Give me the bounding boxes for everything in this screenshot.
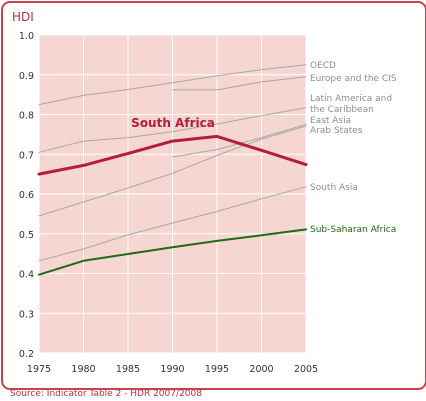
- y-tick-label: 0.8: [19, 111, 34, 122]
- x-tick-label: 1980: [71, 364, 95, 375]
- series-line-south-asia: [38, 186, 307, 262]
- axis-ticks: 0.2 0.3 0.4 0.5 0.6 0.7 0.8 0.9 1.0 1975 1980 1985 1…: [19, 31, 318, 375]
- series-label-latin-america-and: Latin America and: [310, 94, 392, 104]
- y-tick-label: 0.9: [19, 71, 34, 82]
- series-line-sub-saharan-africa: [38, 228, 307, 276]
- y-tick-label: 0.3: [19, 309, 34, 320]
- series-label-east-asia: East Asia: [310, 116, 351, 126]
- y-tick-label: 0.6: [19, 190, 34, 201]
- series-line-oecd: [38, 64, 307, 106]
- series-line-latin-america-and-the-caribbean: [38, 107, 307, 153]
- series-label-sub-saharan-africa: Sub-Saharan Africa: [310, 225, 396, 235]
- grid-lines: [38, 34, 307, 354]
- y-tick-label: 0.5: [19, 230, 34, 241]
- series-label-oecd: OECD: [310, 61, 336, 71]
- x-tick-label: 1975: [27, 364, 51, 375]
- y-tick-label: 0.2: [19, 349, 34, 360]
- series-line-europe-and-the-cis: [172, 76, 307, 91]
- x-tick-label: 2005: [294, 364, 318, 375]
- source-note: Source: Indicator Table 2 - HDR 2007/200…: [10, 389, 202, 399]
- series-line-south-africa: [37, 134, 308, 176]
- hdi-line-chart: HDI 0.2 0.3 0.4 0.5 0.6 0.7 0.8 0.9 1.0 1975 1980 1…: [12, 10, 397, 375]
- series-label-south-africa: South Africa: [131, 116, 215, 130]
- series-line-east-asia: [38, 125, 307, 217]
- x-tick-label: 1990: [160, 364, 184, 375]
- series-labels: OECD Europe and the CIS Latin America andt…: [131, 61, 397, 235]
- y-tick-label: 0.7: [19, 150, 34, 161]
- y-tick-label: 0.4: [19, 270, 34, 281]
- series-label-arab-states: Arab States: [310, 126, 363, 136]
- series-label-europe-and-the-cis: Europe and the CIS: [310, 74, 397, 84]
- y-tick-label: 1.0: [19, 31, 34, 42]
- y-axis-label: HDI: [12, 10, 34, 24]
- x-tick-label: 2000: [249, 364, 273, 375]
- x-tick-label: 1995: [205, 364, 229, 375]
- x-tick-label: 1985: [116, 364, 140, 375]
- series-label-south-asia: South Asia: [310, 183, 358, 193]
- series-lines: [37, 64, 308, 276]
- series-label-the-caribbean: the Caribbean: [310, 105, 374, 115]
